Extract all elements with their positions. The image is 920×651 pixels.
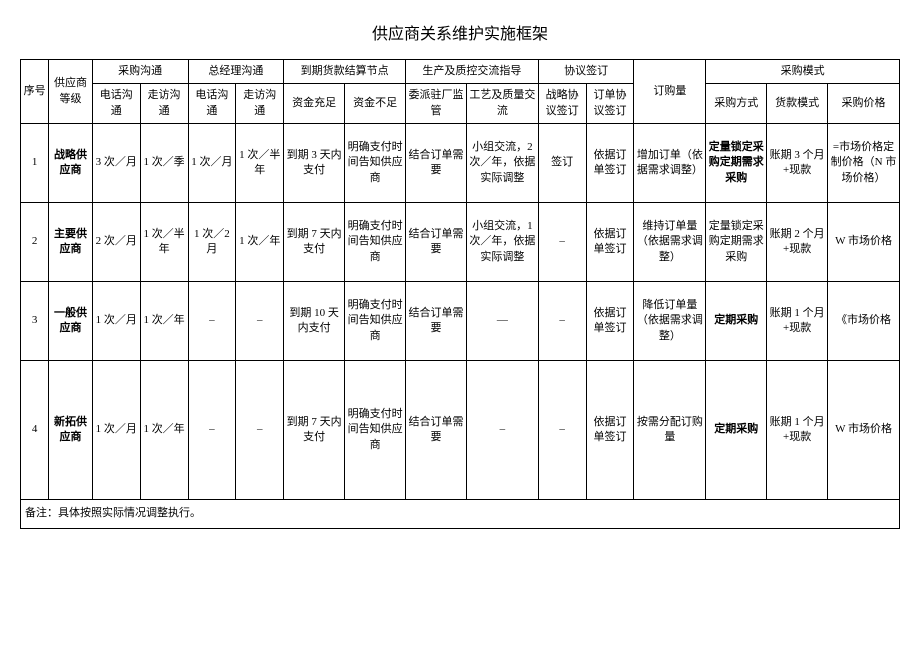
cell-strategic: – <box>538 203 586 282</box>
cell-grade: 战略供应商 <box>49 124 93 203</box>
th-fund-short: 资金不足 <box>345 84 406 124</box>
cell-craft: — <box>466 282 538 361</box>
cell-p-phone: 3 次／月 <box>92 124 140 203</box>
cell-price: W 市场价格 <box>828 203 900 282</box>
cell-g-visit: – <box>236 361 284 500</box>
cell-order-qty: 降低订单量（依据需求调整） <box>634 282 706 361</box>
framework-table: 序号 供应商等级 采购沟通 总经理沟通 到期货款结算节点 生产及质控交流指导 协… <box>20 59 900 529</box>
cell-g-visit: 1 次／年 <box>236 203 284 282</box>
cell-fund-short: 明确支付时间告知供应商 <box>345 361 406 500</box>
th-g-visit: 走访沟通 <box>236 84 284 124</box>
cell-g-phone: 1 次／2月 <box>188 203 236 282</box>
table-row: 4新拓供应商1 次／月1 次／年––到期 7 天内支付明确支付时间告知供应商结合… <box>21 361 900 500</box>
table-row: 1战略供应商3 次／月1 次／季1 次／月1 次／半年到期 3 天内支付明确支付… <box>21 124 900 203</box>
cell-p-visit: 1 次／年 <box>140 361 188 500</box>
cell-order-qty: 按需分配订购量 <box>634 361 706 500</box>
th-gm-comm: 总经理沟通 <box>188 60 284 84</box>
cell-p-visit: 1 次／季 <box>140 124 188 203</box>
cell-order-sign: 依据订单签订 <box>586 203 634 282</box>
cell-fund-enough: 到期 10 天内支付 <box>284 282 345 361</box>
cell-method: 定量锁定采购定期需求采购 <box>706 203 767 282</box>
page-title: 供应商关系维护实施框架 <box>20 20 900 44</box>
cell-seq: 1 <box>21 124 49 203</box>
th-purchase-comm: 采购沟通 <box>92 60 188 84</box>
cell-fund-short: 明确支付时间告知供应商 <box>345 282 406 361</box>
cell-method: 定期采购 <box>706 282 767 361</box>
cell-p-phone: 1 次／月 <box>92 361 140 500</box>
cell-price: 《市场价格 <box>828 282 900 361</box>
cell-g-visit: 1 次／半年 <box>236 124 284 203</box>
cell-seq: 4 <box>21 361 49 500</box>
cell-order-sign: 依据订单签订 <box>586 361 634 500</box>
th-seq: 序号 <box>21 60 49 124</box>
cell-delegate: 结合订单需要 <box>406 282 467 361</box>
cell-payment: 账期 1 个月+现款 <box>767 282 828 361</box>
th-payment: 货款模式 <box>767 84 828 124</box>
cell-p-phone: 2 次／月 <box>92 203 140 282</box>
cell-fund-enough: 到期 7 天内支付 <box>284 361 345 500</box>
cell-g-visit: – <box>236 282 284 361</box>
cell-fund-short: 明确支付时间告知供应商 <box>345 203 406 282</box>
th-fund-enough: 资金充足 <box>284 84 345 124</box>
cell-delegate: 结合订单需要 <box>406 203 467 282</box>
cell-delegate: 结合订单需要 <box>406 361 467 500</box>
cell-g-phone: – <box>188 361 236 500</box>
th-craft: 工艺及质量交流 <box>466 84 538 124</box>
th-purchase-mode: 采购模式 <box>706 60 900 84</box>
cell-p-phone: 1 次／月 <box>92 282 140 361</box>
footnote: 备注：具体按照实际情况调整执行。 <box>21 500 900 528</box>
cell-strategic: 签订 <box>538 124 586 203</box>
cell-payment: 账期 2 个月+现款 <box>767 203 828 282</box>
cell-seq: 2 <box>21 203 49 282</box>
cell-fund-short: 明确支付时间告知供应商 <box>345 124 406 203</box>
th-settlement: 到期货款结算节点 <box>284 60 406 84</box>
cell-craft: 小组交流，1 次／年，依据实际调整 <box>466 203 538 282</box>
table-row: 2主要供应商2 次／月1 次／半年1 次／2月1 次／年到期 7 天内支付明确支… <box>21 203 900 282</box>
cell-grade: 主要供应商 <box>49 203 93 282</box>
cell-method: 定期采购 <box>706 361 767 500</box>
th-p-phone: 电话沟通 <box>92 84 140 124</box>
cell-method: 定量锁定采购定期需求采购 <box>706 124 767 203</box>
cell-p-visit: 1 次／半年 <box>140 203 188 282</box>
th-g-phone: 电话沟通 <box>188 84 236 124</box>
cell-price: =市场价格定制价格（N 市场价格） <box>828 124 900 203</box>
cell-order-qty: 维持订单量（依据需求调整） <box>634 203 706 282</box>
cell-order-sign: 依据订单签订 <box>586 124 634 203</box>
cell-craft: 小组交流，2 次／年，依据实际调整 <box>466 124 538 203</box>
cell-p-visit: 1 次／年 <box>140 282 188 361</box>
cell-strategic: – <box>538 361 586 500</box>
cell-delegate: 结合订单需要 <box>406 124 467 203</box>
table-row: 3一般供应商1 次／月1 次／年––到期 10 天内支付明确支付时间告知供应商结… <box>21 282 900 361</box>
th-prod-quality: 生产及质控交流指导 <box>406 60 539 84</box>
cell-order-sign: 依据订单签订 <box>586 282 634 361</box>
cell-grade: 新拓供应商 <box>49 361 93 500</box>
cell-payment: 账期 1 个月+现款 <box>767 361 828 500</box>
cell-order-qty: 增加订单（依据需求调整） <box>634 124 706 203</box>
th-price: 采购价格 <box>828 84 900 124</box>
cell-payment: 账期 3 个月+现款 <box>767 124 828 203</box>
cell-fund-enough: 到期 7 天内支付 <box>284 203 345 282</box>
th-p-visit: 走访沟通 <box>140 84 188 124</box>
th-agreement: 协议签订 <box>538 60 634 84</box>
th-delegate: 委派驻厂监管 <box>406 84 467 124</box>
cell-strategic: – <box>538 282 586 361</box>
cell-g-phone: – <box>188 282 236 361</box>
th-order-sign: 订单协议签订 <box>586 84 634 124</box>
cell-fund-enough: 到期 3 天内支付 <box>284 124 345 203</box>
cell-g-phone: 1 次／月 <box>188 124 236 203</box>
th-strategic-sign: 战略协议签订 <box>538 84 586 124</box>
cell-grade: 一般供应商 <box>49 282 93 361</box>
th-grade: 供应商等级 <box>49 60 93 124</box>
th-method: 采购方式 <box>706 84 767 124</box>
cell-price: W 市场价格 <box>828 361 900 500</box>
cell-craft: – <box>466 361 538 500</box>
cell-seq: 3 <box>21 282 49 361</box>
th-order-qty: 订购量 <box>634 60 706 124</box>
